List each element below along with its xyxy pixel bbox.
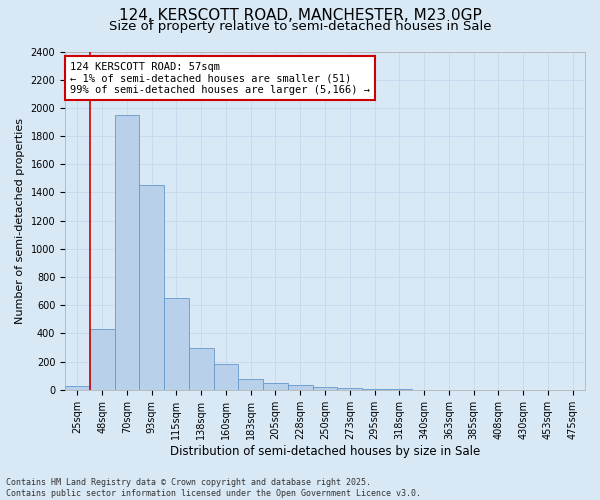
Text: 124 KERSCOTT ROAD: 57sqm
← 1% of semi-detached houses are smaller (51)
99% of se: 124 KERSCOTT ROAD: 57sqm ← 1% of semi-de… [70,62,370,95]
Bar [115,115,139,390]
Bar [288,385,313,390]
Text: Size of property relative to semi-detached houses in Sale: Size of property relative to semi-detach… [109,20,491,33]
Bar [214,364,238,390]
Bar [90,329,115,390]
Bar [362,389,387,390]
Y-axis label: Number of semi-detached properties: Number of semi-detached properties [15,118,25,324]
Text: 124, KERSCOTT ROAD, MANCHESTER, M23 0GP: 124, KERSCOTT ROAD, MANCHESTER, M23 0GP [119,8,481,22]
Bar [238,380,263,390]
Bar [189,348,214,390]
Bar [65,386,90,390]
Bar [139,186,164,390]
Text: Contains HM Land Registry data © Crown copyright and database right 2025.
Contai: Contains HM Land Registry data © Crown c… [6,478,421,498]
Bar [263,383,288,390]
Bar [337,388,362,390]
Bar [164,298,189,390]
X-axis label: Distribution of semi-detached houses by size in Sale: Distribution of semi-detached houses by … [170,444,480,458]
Bar [313,387,337,390]
